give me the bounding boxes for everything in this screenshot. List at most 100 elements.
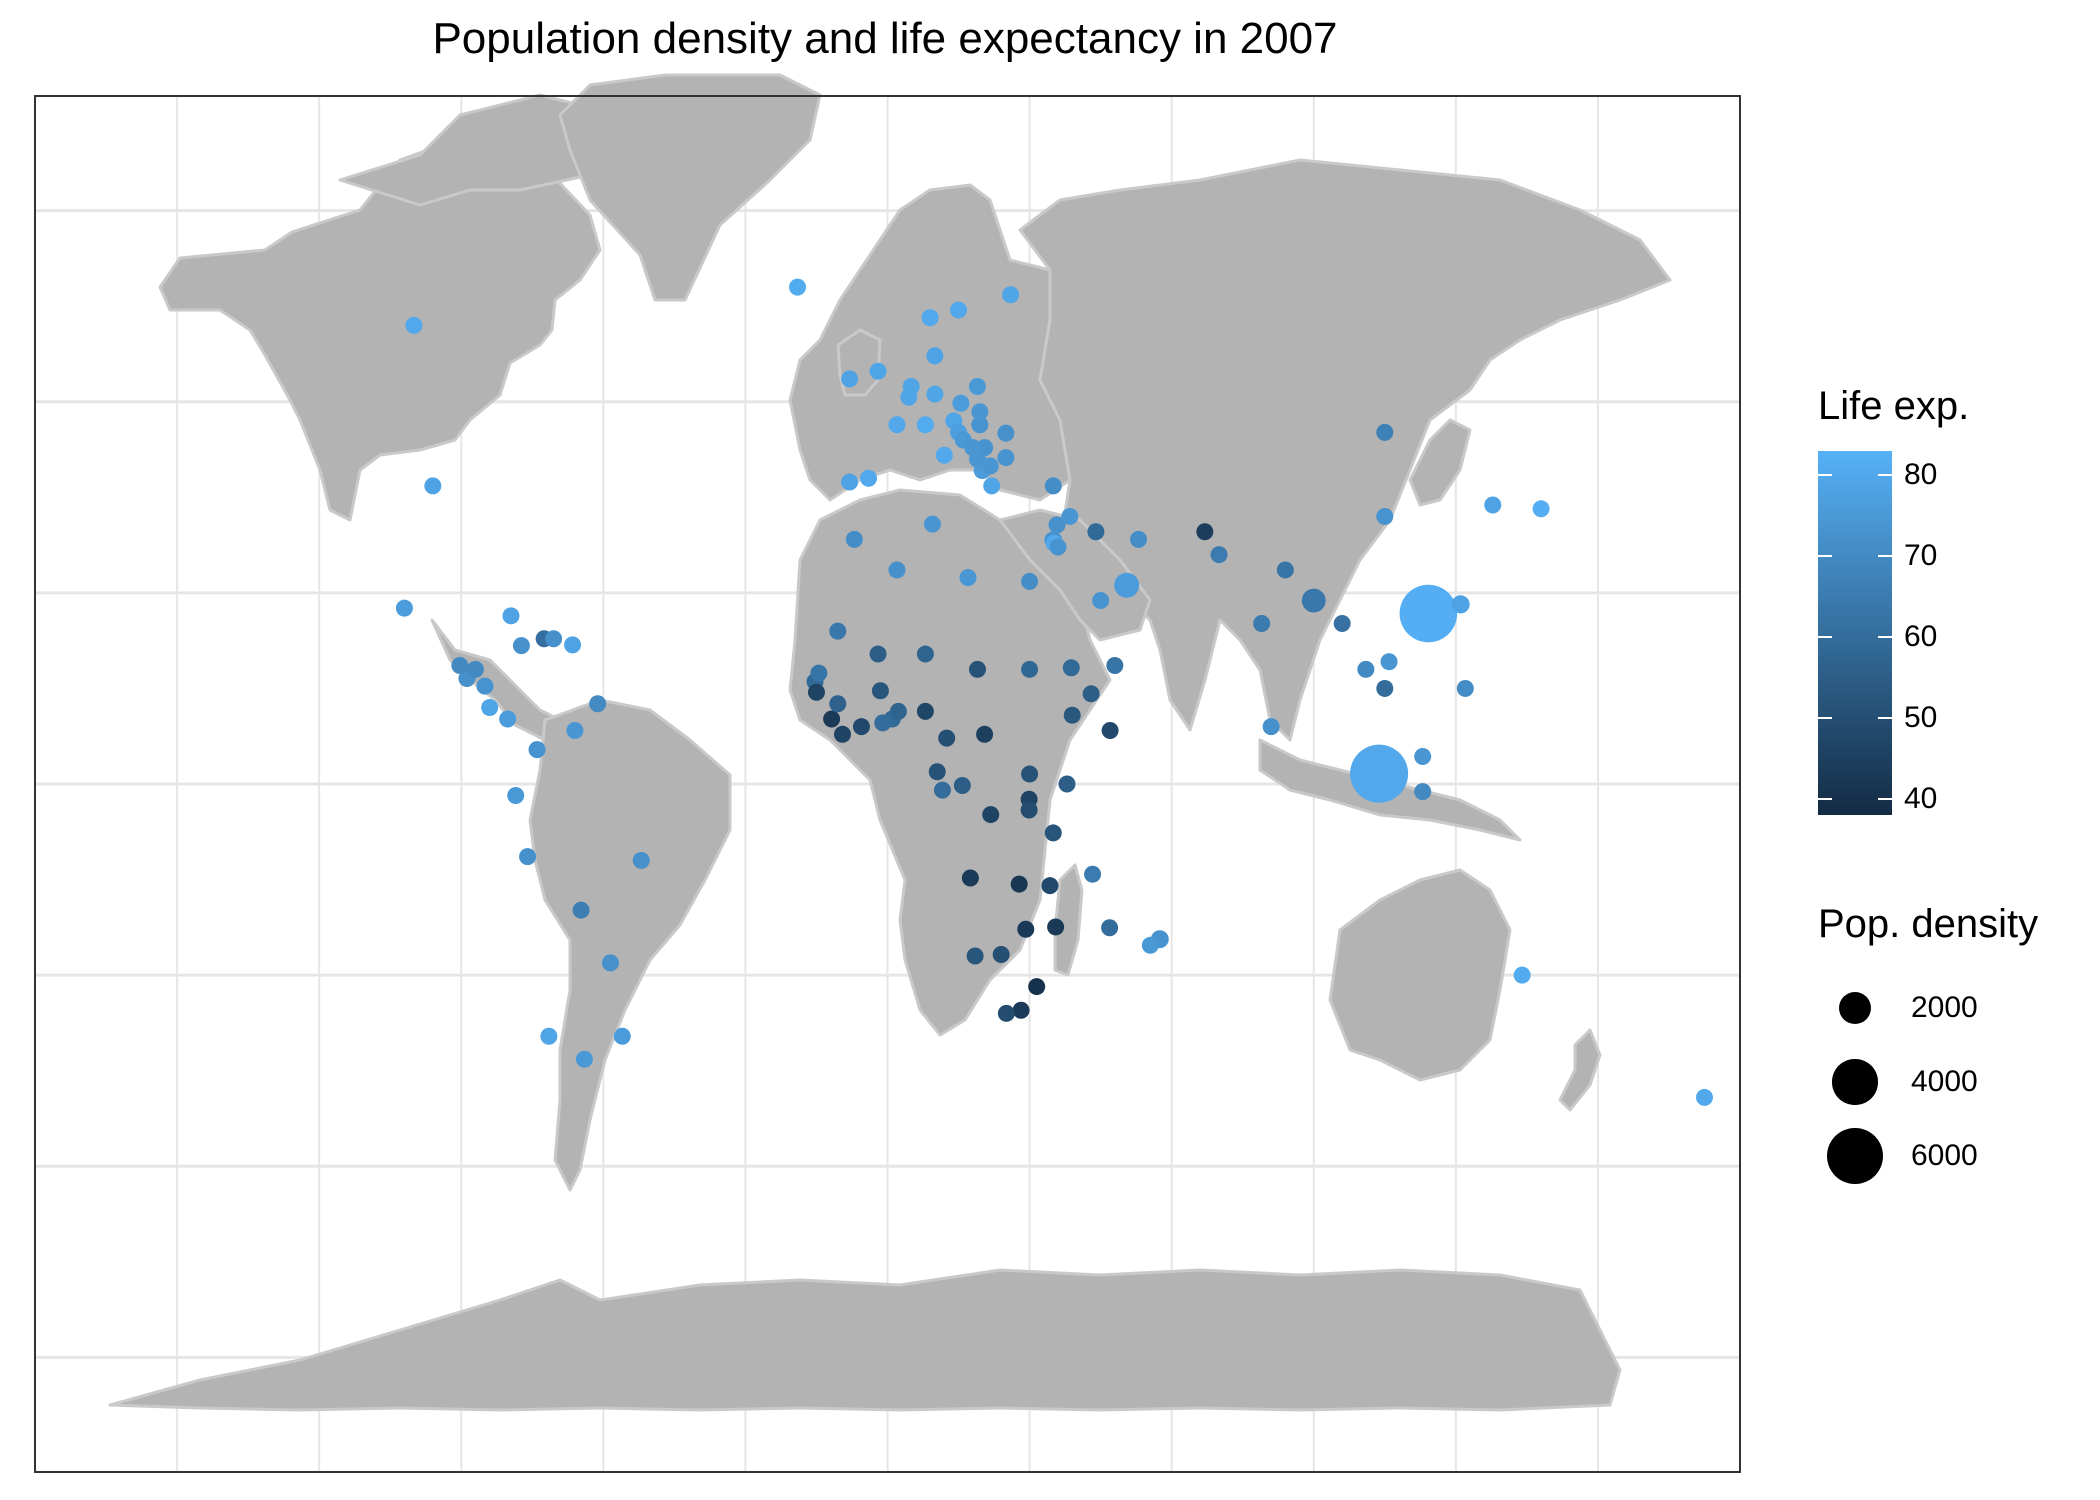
country-point [1380,653,1398,671]
country-point [1101,721,1119,739]
country-point [953,777,971,795]
country-point [935,446,953,464]
colorbar-tick-label: 50 [1904,700,1938,734]
country-point [1451,595,1470,614]
colorbar-tick-mark [1818,716,1832,719]
country-point [1532,500,1550,518]
country-point [564,636,582,654]
country-point [476,677,494,695]
country-point [921,309,939,327]
colorbar-tick-label: 40 [1904,781,1938,815]
country-point [1047,918,1065,936]
country-point [1061,507,1079,525]
country-point [1210,546,1228,564]
country-point [589,695,607,713]
colorbar-tick-mark [1878,797,1892,800]
country-points [395,278,1713,1106]
country-point [466,660,484,678]
country-point [971,403,989,421]
colorbar-tick-label: 80 [1904,458,1938,492]
country-point [841,370,859,388]
country-point [997,424,1015,442]
country-point [545,630,563,648]
country-point [1196,523,1214,541]
country-point [841,473,859,491]
country-point [1049,538,1067,556]
country-point [1399,584,1458,643]
country-point [1002,286,1020,304]
country-point [1695,1088,1713,1106]
country-point [1041,877,1059,895]
country-point [933,781,951,799]
country-point [502,607,520,625]
size-key-dot [1838,991,1872,1025]
country-point [982,806,1000,824]
landmass-new-zealand [1558,1028,1602,1112]
colorbar-tick-label: 70 [1904,539,1938,573]
country-point [572,901,590,919]
size-key-dot [1827,1128,1883,1184]
colorbar-tick-label: 60 [1904,620,1938,654]
country-point [512,637,530,655]
country-point [424,477,442,495]
country-point [959,569,977,587]
country-point [829,695,847,713]
country-point [869,362,887,380]
country-point [938,729,956,747]
country-point [992,945,1010,963]
country-point [889,702,907,720]
landmass-greenland [558,73,822,302]
country-point [997,1004,1015,1022]
country-point [1414,747,1432,765]
size-key-label: 2000 [1911,991,1978,1024]
colorbar-tick-mark [1818,474,1832,477]
landmass-japan [1408,418,1472,507]
size-key-dot [1832,1059,1878,1105]
colorbar-tick-mark [1878,716,1892,719]
country-point [1114,572,1140,598]
country-point [1087,523,1105,541]
country-point [976,725,994,743]
country-point [874,714,892,732]
country-point [926,385,944,403]
size-key-label: 6000 [1911,1139,1978,1172]
country-point [1456,679,1474,697]
country-point [1130,530,1148,548]
country-point [395,599,413,617]
country-point [1092,592,1110,610]
colorbar-tick-mark [1878,474,1892,477]
colorbar-tick-mark [1818,636,1832,639]
country-point [916,702,934,720]
country-point [1010,875,1028,893]
landmass-antarctica [108,1268,1622,1412]
size-key-label: 4000 [1911,1065,1978,1098]
country-point [1044,477,1062,495]
country-point [983,477,1001,495]
country-point [499,710,517,728]
country-point [871,682,889,700]
country-point [1028,978,1046,996]
country-point [481,699,499,717]
country-point [869,645,887,663]
world-land [108,73,1672,1412]
colorbar-tick-mark [1818,797,1832,800]
country-point [1513,966,1531,984]
country-point [1063,706,1081,724]
country-point [519,848,537,866]
country-point [1044,824,1062,842]
legend-life-title: Life exp. [1818,384,1970,428]
country-point [1048,516,1066,534]
country-point [968,660,986,678]
country-point [810,664,828,682]
country-point [632,851,650,869]
landmass-madagascar [1053,863,1084,977]
country-point [1101,919,1119,937]
country-point [823,710,841,728]
chart-title: Population density and life expectancy i… [432,14,1338,63]
colorbar-tick-mark [1818,555,1832,558]
country-point [1084,865,1102,883]
country-point [1414,783,1432,801]
landmass-australia [1328,868,1512,1082]
country-point [888,416,906,434]
